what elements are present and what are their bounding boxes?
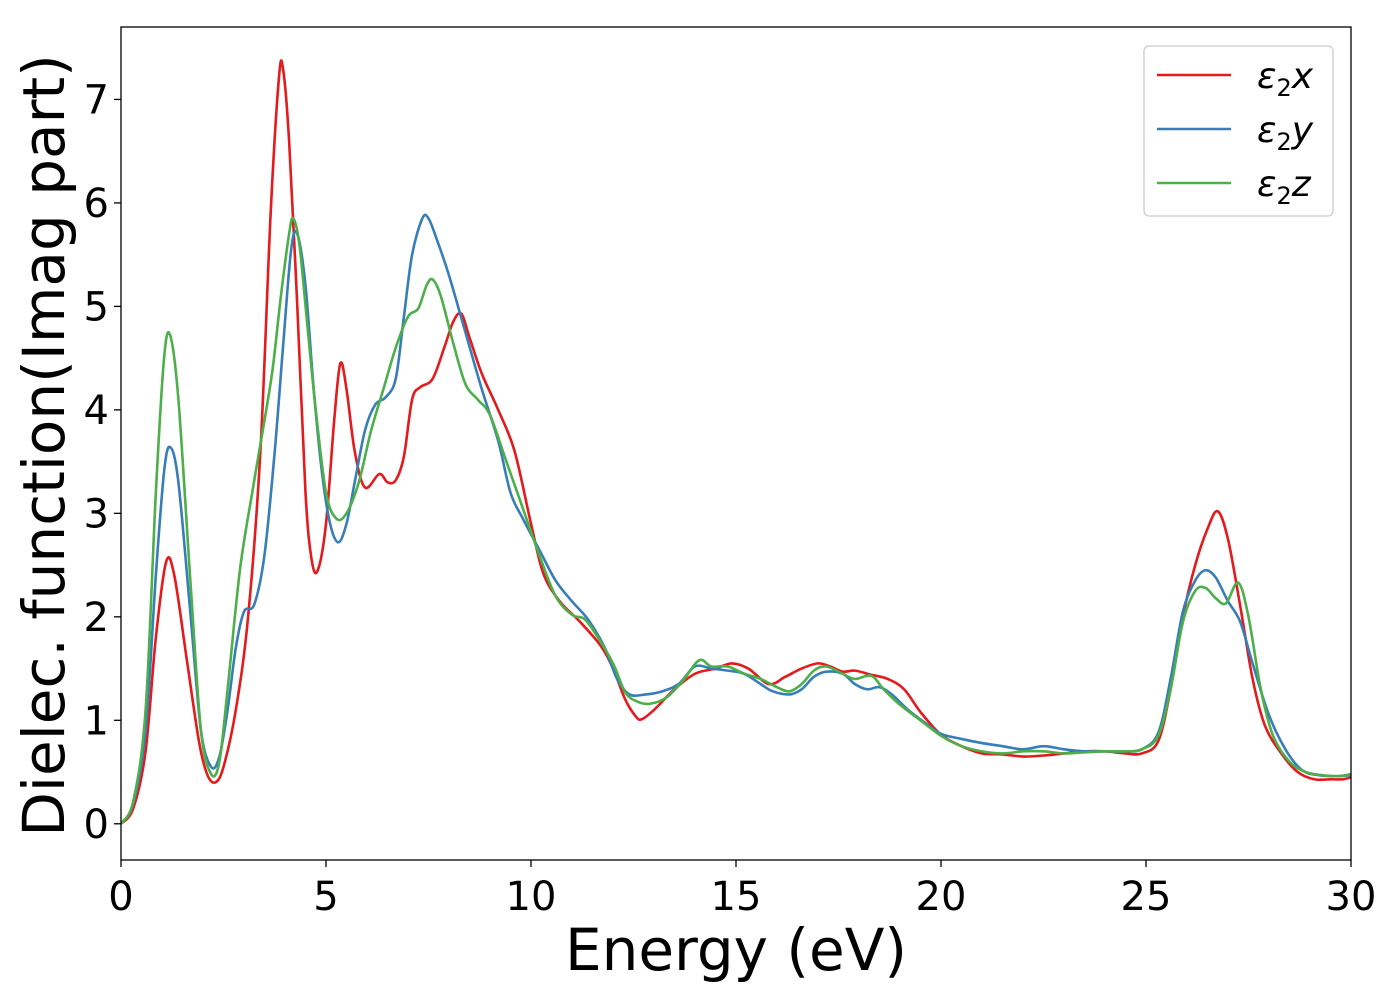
y-tick-label: 6 <box>84 181 109 227</box>
series-line-z <box>121 216 1351 825</box>
legend-label: ε2x <box>1257 56 1314 102</box>
x-tick-label: 30 <box>1326 874 1377 920</box>
y-axis-label: Dielec. function(Imag part) <box>10 54 78 837</box>
y-tick-label: 4 <box>84 388 109 434</box>
legend-label: ε2z <box>1257 164 1312 210</box>
x-axis-label: Energy (eV) <box>565 916 907 984</box>
legend-box <box>1143 45 1334 217</box>
y-tick-label: 0 <box>84 802 109 848</box>
legend-label: ε2y <box>1257 110 1314 156</box>
x-tick-label: 10 <box>506 874 557 920</box>
x-tick-label: 0 <box>108 874 133 920</box>
y-tick-label: 1 <box>84 698 109 744</box>
y-axis: 0 1 2 3 4 5 6 7 <box>84 77 121 848</box>
legend: ε2x ε2y ε2z <box>1143 45 1334 217</box>
series-line-x <box>121 59 1351 825</box>
y-tick-label: 7 <box>84 77 109 123</box>
y-tick-label: 2 <box>84 595 109 641</box>
x-tick-label: 15 <box>711 874 762 920</box>
x-axis: 0 5 10 15 20 25 30 <box>108 860 1376 920</box>
x-tick-label: 25 <box>1121 874 1172 920</box>
y-tick-label: 5 <box>84 284 109 330</box>
y-tick-label: 3 <box>84 491 109 537</box>
series-layer <box>121 59 1351 825</box>
x-tick-label: 5 <box>313 874 338 920</box>
x-tick-label: 20 <box>916 874 967 920</box>
